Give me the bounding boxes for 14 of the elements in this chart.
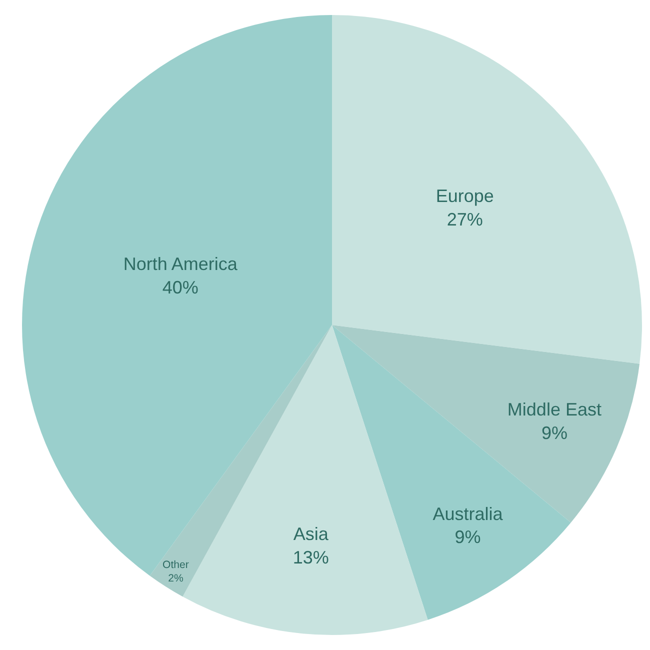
slice-label: Other <box>162 558 190 571</box>
slice-label: Asia <box>293 524 330 544</box>
data-label: 27% <box>446 210 483 230</box>
slice-label: Europe <box>436 186 494 206</box>
slice-label: North America <box>123 254 238 274</box>
data-label: 9% <box>541 422 568 443</box>
data-label: 9% <box>454 527 481 548</box>
data-label: 2% <box>168 572 184 585</box>
slice-label: Middle East <box>507 400 602 420</box>
pie-slice <box>150 325 332 597</box>
data-label: 40% <box>162 278 198 298</box>
slice-label: Australia <box>432 504 504 524</box>
pie-slice <box>332 325 640 523</box>
data-label: 13% <box>292 548 329 568</box>
